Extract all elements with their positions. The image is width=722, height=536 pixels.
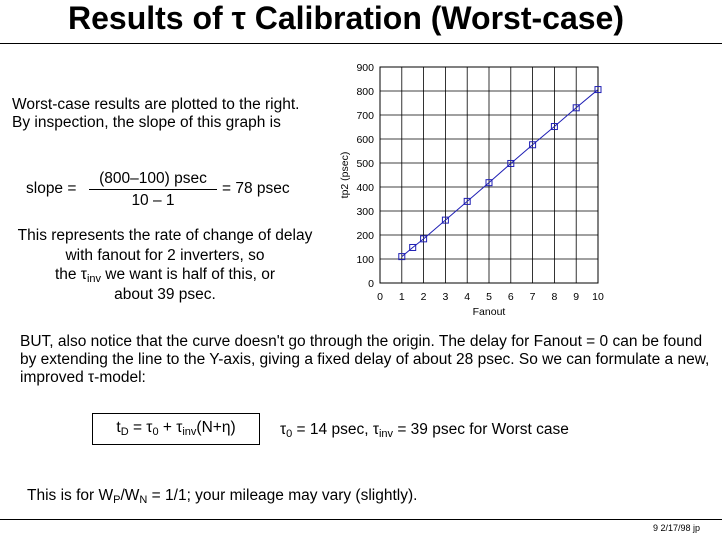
y-tick-label: 800 (356, 86, 374, 98)
x-tick-label: 2 (421, 291, 427, 303)
y-tick-label: 500 (356, 158, 374, 170)
rate-text: This represents the rate of change of de… (12, 226, 318, 304)
bottom-divider (0, 519, 722, 520)
slide-footer: 9 2/17/98 jp (652, 523, 700, 533)
data-point (572, 104, 580, 112)
page-title: Results of τ Calibration (Worst-case) (68, 0, 624, 36)
x-tick-label: 10 (592, 291, 604, 303)
series-line (401, 89, 599, 257)
formula-box (92, 413, 260, 445)
tau-model-formula: tD = τ0 + τinv(N+η) (116, 419, 236, 438)
y-tick-label: 700 (356, 110, 374, 122)
x-tick-label: 4 (464, 291, 470, 303)
data-point (594, 86, 602, 94)
top-divider (0, 43, 722, 44)
y-axis-label: tp2 (psec) (339, 152, 351, 199)
y-tick-label: 600 (356, 134, 374, 146)
mileage-note: This is for WP/WN = 1/1; your mileage ma… (27, 487, 418, 506)
data-point (398, 253, 406, 261)
origin-paragraph: BUT, also notice that the curve doesn't … (20, 333, 710, 386)
slope-numerator: (800–100) psec (89, 170, 217, 190)
rate-line-1: This represents the rate of change of de… (17, 227, 313, 264)
x-tick-label: 5 (486, 291, 492, 303)
data-point (463, 197, 471, 205)
x-tick-label: 0 (377, 291, 383, 303)
rate-line-2: the τinv we want is half of this, or (54, 266, 276, 285)
y-tick-label: 100 (356, 254, 374, 266)
x-tick-label: 9 (573, 291, 579, 303)
y-tick-label: 400 (356, 182, 374, 194)
y-tick-label: 900 (356, 62, 374, 74)
slope-fraction: (800–100) psec 10 – 1 (89, 170, 217, 210)
x-tick-label: 8 (551, 291, 557, 303)
slope-label: slope = (26, 180, 77, 197)
x-axis-label: Fanout (473, 306, 506, 318)
slope-result: = 78 psec (222, 180, 290, 197)
data-point (420, 235, 428, 243)
y-tick-label: 0 (368, 278, 374, 290)
intro-text: Worst-case results are plotted to the ri… (12, 96, 300, 131)
y-tick-label: 300 (356, 206, 374, 218)
data-point (485, 179, 493, 187)
x-tick-label: 3 (442, 291, 448, 303)
slope-denominator: 10 – 1 (131, 192, 175, 209)
x-tick-label: 1 (399, 291, 405, 303)
fanout-delay-chart: 0 1 2 3 4 5 6 7 8 9 100100200300400500600700800900… (339, 62, 604, 318)
data-point (550, 123, 558, 131)
data-point (441, 216, 449, 224)
data-point (529, 141, 537, 149)
plot-frame (379, 66, 599, 284)
tau-values: τ0 = 14 psec, τinv = 39 psec for Worst c… (280, 421, 569, 440)
rate-line-3: about 39 psec. (114, 285, 216, 303)
x-tick-label: 6 (508, 291, 514, 303)
data-point (507, 159, 515, 167)
y-tick-label: 200 (356, 230, 374, 242)
data-point (409, 243, 417, 251)
x-tick-label: 7 (530, 291, 536, 303)
